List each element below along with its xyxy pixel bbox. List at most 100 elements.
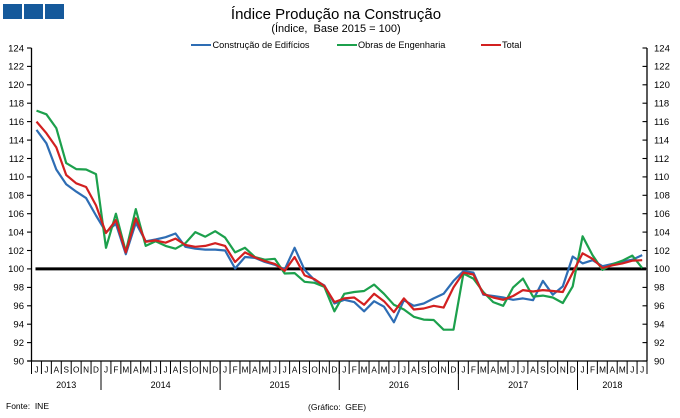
svg-text:94: 94 [654, 320, 665, 331]
svg-text:116: 116 [9, 117, 24, 128]
svg-text:A: A [292, 366, 298, 375]
svg-text:J: J [34, 366, 38, 375]
svg-text:A: A [371, 366, 377, 375]
svg-text:O: O [192, 366, 198, 375]
svg-text:120: 120 [654, 80, 670, 91]
svg-text:M: M [261, 366, 268, 375]
svg-text:J: J [640, 366, 644, 375]
svg-text:F: F [471, 366, 476, 375]
svg-text:98: 98 [654, 283, 665, 294]
svg-text:112: 112 [9, 154, 24, 165]
svg-text:2013: 2013 [56, 380, 76, 390]
svg-text:J: J [630, 366, 634, 375]
svg-text:108: 108 [654, 191, 670, 202]
svg-text:106: 106 [654, 209, 670, 220]
svg-text:F: F [590, 366, 595, 375]
svg-text:N: N [202, 366, 208, 375]
svg-text:O: O [431, 366, 437, 375]
svg-text:O: O [550, 366, 556, 375]
svg-text:2018: 2018 [602, 380, 622, 390]
svg-text:96: 96 [13, 301, 24, 312]
svg-text:J: J [461, 366, 465, 375]
svg-text:90: 90 [654, 356, 665, 367]
svg-text:D: D [93, 366, 99, 375]
svg-text:90: 90 [13, 356, 24, 367]
svg-text:112: 112 [654, 154, 669, 165]
svg-text:J: J [104, 366, 108, 375]
svg-text:96: 96 [654, 301, 665, 312]
svg-text:118: 118 [9, 99, 24, 110]
svg-text:98: 98 [13, 283, 24, 294]
svg-text:A: A [610, 366, 616, 375]
svg-text:F: F [113, 366, 118, 375]
svg-text:D: D [570, 366, 576, 375]
svg-text:N: N [441, 366, 447, 375]
svg-text:102: 102 [8, 246, 24, 257]
svg-text:D: D [331, 366, 337, 375]
svg-text:2014: 2014 [151, 380, 171, 390]
svg-text:122: 122 [8, 62, 24, 73]
svg-text:A: A [173, 366, 179, 375]
svg-text:N: N [83, 366, 89, 375]
svg-text:2017: 2017 [508, 380, 528, 390]
svg-text:J: J [511, 366, 515, 375]
svg-text:110: 110 [654, 172, 669, 183]
svg-text:M: M [480, 366, 487, 375]
svg-text:S: S [183, 366, 189, 375]
svg-text:M: M [242, 366, 249, 375]
svg-text:F: F [233, 366, 238, 375]
svg-text:J: J [283, 366, 287, 375]
svg-text:M: M [361, 366, 368, 375]
svg-text:116: 116 [654, 117, 669, 128]
svg-text:M: M [381, 366, 388, 375]
svg-text:S: S [421, 366, 427, 375]
svg-text:M: M [142, 366, 149, 375]
svg-text:J: J [581, 366, 585, 375]
svg-text:122: 122 [654, 62, 670, 73]
svg-text:A: A [490, 366, 496, 375]
svg-text:M: M [500, 366, 507, 375]
svg-text:A: A [530, 366, 536, 375]
svg-text:110: 110 [9, 172, 24, 183]
svg-text:O: O [73, 366, 79, 375]
svg-text:120: 120 [8, 80, 24, 91]
svg-text:A: A [54, 366, 60, 375]
svg-text:2015: 2015 [270, 380, 290, 390]
svg-text:92: 92 [13, 338, 24, 349]
svg-text:J: J [223, 366, 227, 375]
svg-text:O: O [311, 366, 317, 375]
svg-text:114: 114 [9, 135, 24, 146]
svg-text:J: J [392, 366, 396, 375]
svg-text:J: J [521, 366, 525, 375]
svg-text:J: J [273, 366, 277, 375]
svg-text:114: 114 [654, 135, 669, 146]
svg-text:D: D [212, 366, 218, 375]
svg-text:104: 104 [8, 227, 24, 238]
svg-text:N: N [321, 366, 327, 375]
svg-text:A: A [252, 366, 258, 375]
svg-text:100: 100 [654, 264, 670, 275]
svg-text:F: F [352, 366, 357, 375]
svg-text:102: 102 [654, 246, 670, 257]
svg-text:J: J [342, 366, 346, 375]
svg-text:M: M [599, 366, 606, 375]
svg-text:N: N [560, 366, 566, 375]
svg-text:124: 124 [654, 43, 670, 54]
svg-text:106: 106 [8, 209, 24, 220]
svg-text:J: J [44, 366, 48, 375]
svg-text:J: J [164, 366, 168, 375]
svg-text:A: A [411, 366, 417, 375]
svg-text:M: M [619, 366, 626, 375]
svg-text:J: J [402, 366, 406, 375]
svg-text:A: A [133, 366, 139, 375]
svg-text:S: S [302, 366, 308, 375]
svg-text:108: 108 [8, 191, 24, 202]
svg-text:S: S [63, 366, 69, 375]
svg-text:M: M [122, 366, 129, 375]
svg-text:92: 92 [654, 338, 665, 349]
svg-text:104: 104 [654, 227, 670, 238]
svg-text:124: 124 [8, 43, 24, 54]
svg-text:100: 100 [8, 264, 24, 275]
svg-text:94: 94 [13, 320, 24, 331]
svg-text:J: J [154, 366, 158, 375]
